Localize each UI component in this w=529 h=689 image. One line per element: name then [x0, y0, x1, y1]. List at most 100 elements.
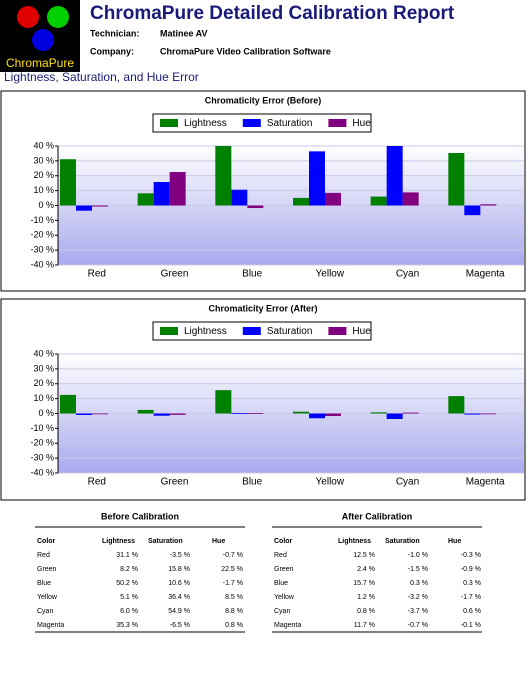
table-cell: -6.5 %: [170, 622, 190, 629]
table-cell: -0.7 %: [408, 622, 428, 629]
y-tick-label: 10 %: [33, 393, 54, 403]
table-cell: 10.6 %: [168, 580, 190, 587]
bar: [153, 181, 170, 206]
y-tick-label: 0 %: [38, 200, 54, 210]
table-cell: -1.7 %: [223, 580, 243, 587]
chart-title: Chromaticity Error (After): [208, 303, 317, 313]
table-cell: 0.8 %: [225, 622, 243, 629]
bar: [325, 413, 341, 417]
bar: [386, 413, 403, 420]
y-tick-label: 30 %: [33, 363, 54, 373]
table-cell: -3.7 %: [408, 608, 428, 615]
table-cell: -0.1 %: [461, 622, 481, 629]
x-tick-label: Red: [88, 269, 106, 280]
y-tick-label: -30 %: [30, 245, 54, 255]
y-tick-label: -40 %: [30, 467, 54, 477]
table-cell: -1.0 %: [408, 552, 428, 559]
table-cell: Magenta: [274, 622, 301, 629]
x-tick-label: Magenta: [466, 477, 505, 488]
table-cell: Yellow: [274, 594, 295, 601]
table-cell: 15.8 %: [168, 566, 190, 573]
column-header: Hue: [448, 538, 461, 545]
table-cell: 0.3 %: [463, 580, 481, 587]
table-cell: Magenta: [37, 622, 64, 629]
bar: [153, 413, 170, 416]
column-header: Color: [37, 538, 56, 545]
bar: [60, 394, 76, 414]
x-tick-label: Red: [88, 477, 106, 488]
table-cell: 54.9 %: [168, 608, 190, 615]
legend-label: Hue: [352, 118, 371, 129]
y-tick-label: -10 %: [30, 423, 54, 433]
bar: [309, 151, 325, 206]
bar: [92, 205, 108, 207]
legend-label: Lightness: [184, 118, 227, 129]
bar: [92, 413, 108, 415]
column-header: Saturation: [385, 538, 420, 545]
bar: [370, 196, 387, 206]
table-cell: 6.0 %: [120, 608, 138, 615]
table-cell: Yellow: [37, 594, 58, 601]
table-cell: 22.5 %: [221, 566, 243, 573]
x-tick-label: Cyan: [396, 269, 419, 280]
bar: [231, 189, 248, 206]
technician-label: Technician:: [90, 28, 139, 38]
legend: [152, 321, 372, 341]
y-tick-label: 20 %: [33, 170, 54, 180]
table-cell: -3.5 %: [170, 552, 190, 559]
table-cell: 8.2 %: [120, 566, 138, 573]
section-title: Lightness, Saturation, and Hue Error: [4, 70, 199, 84]
legend-swatch: [242, 119, 261, 127]
bar: [215, 146, 232, 206]
bars: [60, 146, 497, 216]
table-cell: Cyan: [37, 608, 53, 615]
legend-label: Saturation: [267, 118, 313, 129]
table-cell: 35.3 %: [116, 622, 138, 629]
table-cell: 11.7 %: [354, 622, 375, 629]
table-cell: -0.3 %: [461, 552, 481, 559]
table-cell: -0.7 %: [223, 552, 243, 559]
bar: [464, 205, 481, 216]
table-cell: -0.9 %: [461, 566, 481, 573]
bar: [370, 412, 387, 414]
column-header: Lightness: [338, 538, 371, 545]
table-cell: 8.8 %: [225, 608, 243, 615]
legend-swatch: [328, 119, 347, 127]
bar: [325, 192, 341, 206]
column-header: Saturation: [148, 538, 183, 545]
y-tick-label: 30 %: [33, 155, 54, 165]
table-cell: 31.1 %: [116, 552, 138, 559]
legend-swatch: [328, 327, 347, 335]
logo-blue: [32, 29, 54, 51]
legend: [152, 113, 372, 133]
bar: [76, 413, 92, 415]
bar: [448, 152, 465, 206]
x-tick-label: Green: [161, 477, 189, 488]
column-header: Hue: [212, 538, 225, 545]
table-cell: 8.5 %: [225, 594, 243, 601]
table-cell: Red: [274, 552, 287, 559]
table-title: After Calibration: [342, 511, 413, 521]
bar: [402, 412, 419, 414]
table-cell: Green: [274, 566, 294, 573]
bar: [464, 413, 481, 415]
legend-swatch: [160, 327, 178, 335]
y-tick-label: 10 %: [33, 185, 54, 195]
column-header: Lightness: [102, 538, 135, 545]
x-tick-label: Cyan: [396, 477, 419, 488]
table-cell: 1.2 %: [357, 594, 375, 601]
bar: [169, 413, 186, 415]
table-cell: -1.7 %: [461, 594, 481, 601]
legend-label: Saturation: [267, 326, 313, 337]
y-tick-label: -20 %: [30, 230, 54, 240]
x-tick-label: Yellow: [316, 477, 345, 488]
bar: [60, 159, 76, 206]
y-tick-label: -20 %: [30, 438, 54, 448]
bar: [231, 413, 248, 414]
bar: [293, 197, 309, 206]
table-cell: 36.4 %: [168, 594, 190, 601]
chart-title: Chromaticity Error (Before): [205, 95, 322, 105]
bar: [76, 205, 92, 211]
